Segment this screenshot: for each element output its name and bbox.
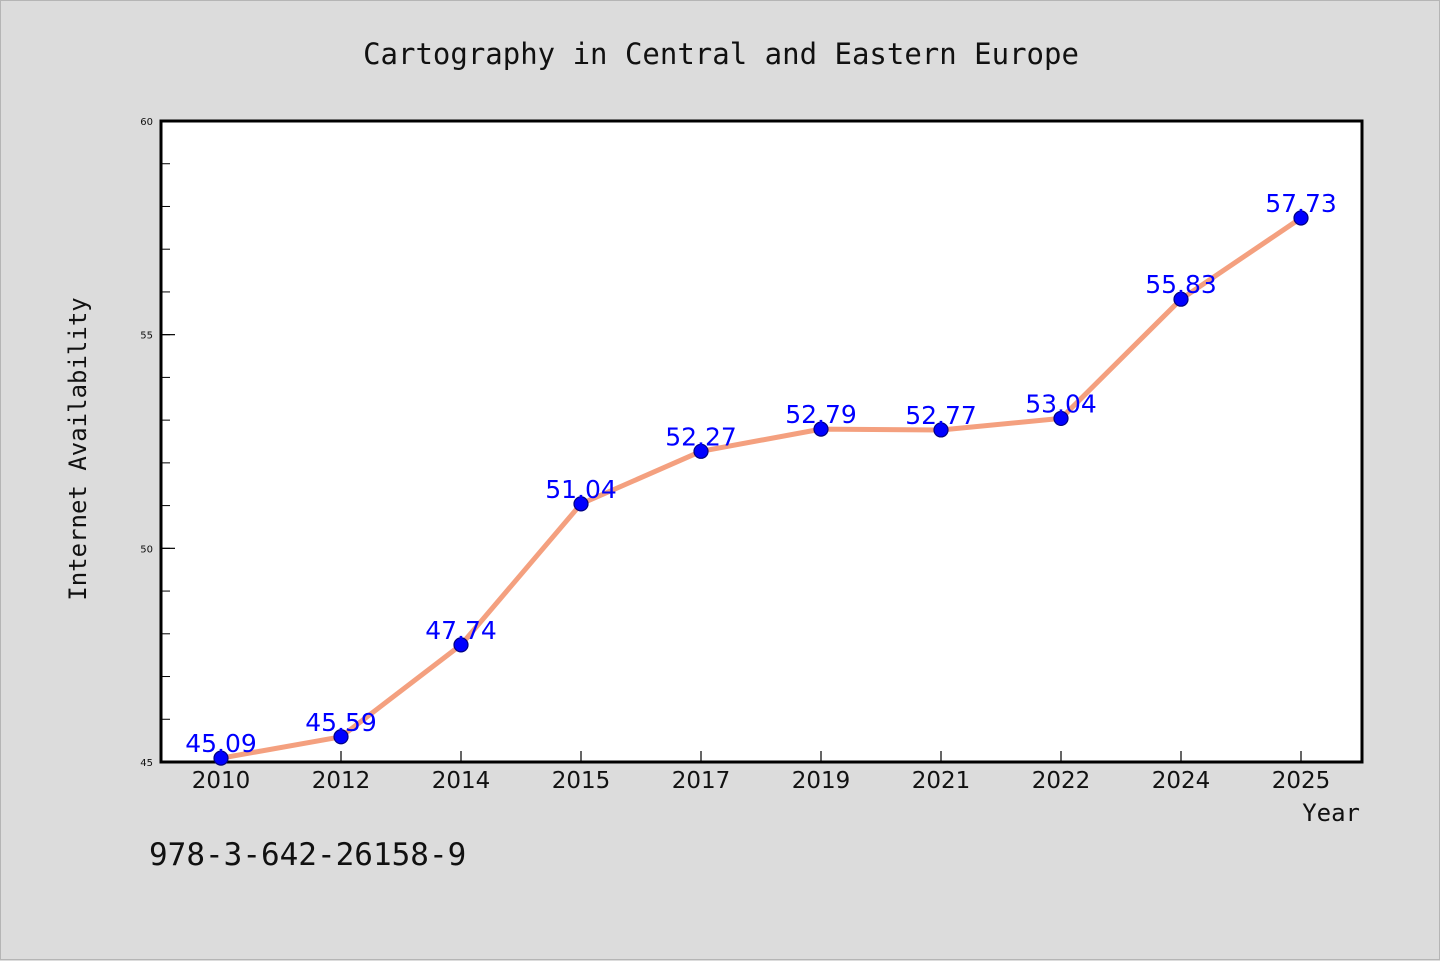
data-label: 45.09 xyxy=(185,729,257,758)
data-label: 52.27 xyxy=(665,422,737,451)
x-tick-label: 2024 xyxy=(1152,768,1211,794)
x-axis-label: Year xyxy=(1302,799,1360,827)
data-label: 57.73 xyxy=(1265,189,1337,218)
series-path xyxy=(218,215,1304,761)
data-point xyxy=(933,422,949,438)
data-labels: 45.09 45.59 47.74 51.04 52.27 52.79 52.77 53.04… xyxy=(185,189,1337,758)
data-point xyxy=(693,443,709,459)
chart-title: Cartography in Central and Eastern Europ… xyxy=(363,37,1079,71)
x-tick-label: 2019 xyxy=(792,768,851,794)
x-axis: 2010 2012 2014 2015 2017 2019 2021 2022 2024 2025 xyxy=(192,751,1331,794)
y-axis: 45 50 55 60 xyxy=(140,117,175,769)
data-point xyxy=(1293,210,1309,226)
x-tick-label: 2025 xyxy=(1272,768,1331,794)
x-tick-label: 2012 xyxy=(312,768,371,794)
data-point xyxy=(213,750,229,766)
data-label: 45.59 xyxy=(305,708,377,737)
x-tick-label: 2022 xyxy=(1032,768,1091,794)
data-point xyxy=(573,496,589,512)
x-tick-label: 2015 xyxy=(552,768,611,794)
x-tick-label: 2017 xyxy=(672,768,731,794)
data-label: 55.83 xyxy=(1145,270,1217,299)
y-tick-label: 55 xyxy=(140,331,153,342)
y-tick-label: 50 xyxy=(140,544,153,555)
y-axis-label: Internet Availability xyxy=(64,297,92,600)
data-point xyxy=(1053,410,1069,427)
data-label: 52.77 xyxy=(905,401,977,430)
isbn-footnote: 978-3-642-26158-9 xyxy=(149,837,466,873)
data-point xyxy=(333,729,349,745)
data-label: 51.04 xyxy=(545,475,617,504)
data-label: 52.79 xyxy=(785,400,857,429)
y-tick-label: 60 xyxy=(140,117,153,128)
data-label: 53.04 xyxy=(1025,389,1097,418)
y-tick-label: 45 xyxy=(140,758,153,769)
data-point xyxy=(453,637,469,653)
x-tick-label: 2014 xyxy=(432,768,491,794)
x-tick-label: 2010 xyxy=(192,768,251,794)
x-tick-label: 2021 xyxy=(912,768,971,794)
data-label: 47.74 xyxy=(425,616,497,645)
data-point xyxy=(1173,291,1189,307)
data-point xyxy=(813,421,829,437)
series-line xyxy=(213,210,1309,766)
